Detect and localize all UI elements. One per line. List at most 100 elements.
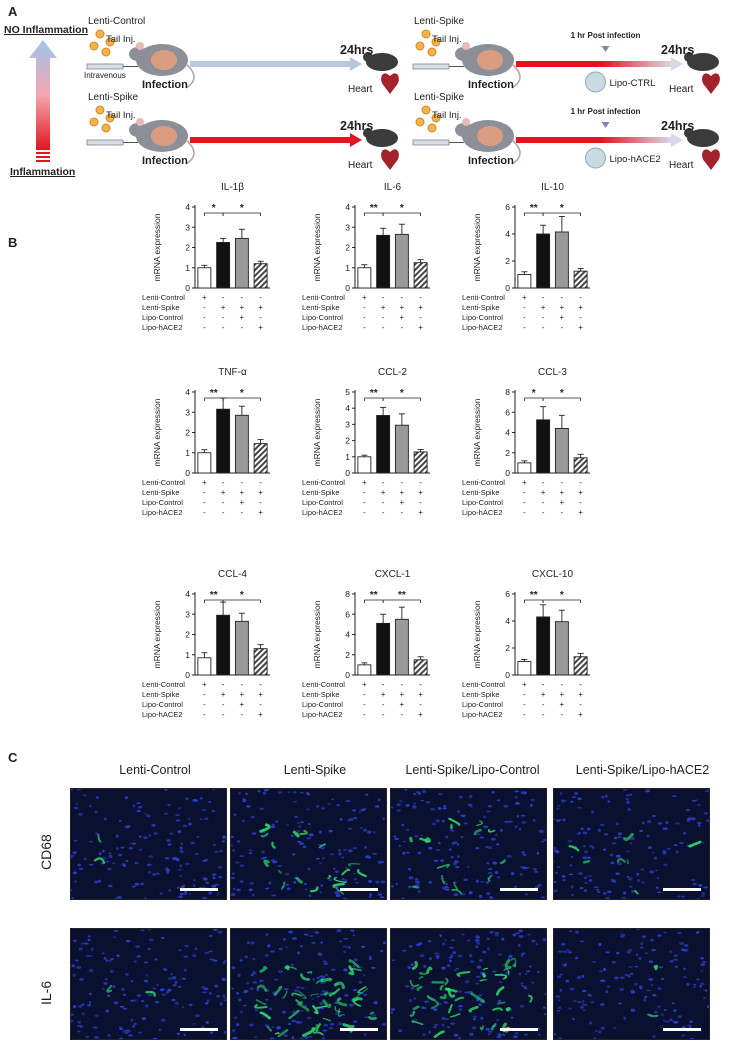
y-tick-label: 2 xyxy=(185,630,190,640)
green-signal xyxy=(312,1005,319,1015)
column-label-spike-lipo-hace2: Lenti-Spike/Lipo-hACE2 xyxy=(575,763,710,777)
nucleus-dot xyxy=(410,963,415,966)
nucleus-dot xyxy=(167,803,171,807)
nucleus-dot xyxy=(657,934,662,937)
bar xyxy=(536,616,551,676)
nucleus-dot xyxy=(373,1001,378,1005)
nucleus-dot xyxy=(494,833,498,836)
y-tick-label: 2 xyxy=(185,243,190,253)
infection-label: Infection xyxy=(142,79,188,91)
green-signal xyxy=(329,987,340,997)
nucleus-dot xyxy=(134,882,140,886)
scale-bar xyxy=(340,1028,378,1031)
nucleus-dot xyxy=(690,878,696,882)
nucleus-dot xyxy=(192,954,197,958)
nucleus-dot xyxy=(630,989,635,993)
y-axis-label: mRNA expression xyxy=(472,213,482,281)
nucleus-dot xyxy=(669,950,672,953)
nucleus-dot xyxy=(294,989,299,992)
condition-mark: - xyxy=(561,323,564,332)
condition-mark: + xyxy=(418,508,423,517)
y-tick-label: 2 xyxy=(505,643,510,653)
nucleus-dot xyxy=(341,878,345,881)
nucleus-dot xyxy=(428,1030,432,1034)
green-signal xyxy=(300,973,310,981)
green-signal xyxy=(479,1025,484,1031)
nucleus-dot xyxy=(527,933,531,936)
nucleus-dot xyxy=(693,986,697,989)
green-signal xyxy=(263,859,270,868)
significance-label: ** xyxy=(398,590,406,601)
nucleus-dot xyxy=(165,990,169,994)
nucleus-dot xyxy=(262,791,267,795)
nucleus-dot xyxy=(514,790,520,793)
nucleus-dot xyxy=(663,863,668,866)
nucleus-dot xyxy=(496,876,501,879)
nucleus-dot xyxy=(455,967,460,970)
nucleus-dot xyxy=(428,939,432,943)
nucleus-dot xyxy=(650,938,654,942)
nucleus-dot xyxy=(417,851,422,855)
green-signal xyxy=(482,973,487,978)
syringe-icon xyxy=(86,63,124,70)
inflammation-label: Inflammation xyxy=(10,166,76,178)
nucleus-dot xyxy=(414,835,419,838)
micrograph-il-6-3 xyxy=(390,928,547,1040)
nucleus-dot xyxy=(334,870,340,873)
nucleus-dot xyxy=(494,934,499,937)
nucleus-dot xyxy=(477,994,483,997)
condition-mark: + xyxy=(400,690,405,699)
nucleus-dot xyxy=(188,822,192,826)
nucleus-dot xyxy=(559,792,563,795)
nucleus-dot xyxy=(611,960,616,964)
bar xyxy=(394,618,409,676)
nucleus-dot xyxy=(518,935,524,938)
nucleus-dot xyxy=(203,987,209,991)
nucleus-dot xyxy=(379,949,384,953)
condition-mark: + xyxy=(522,293,527,302)
condition-row-label: Lipo-hACE2 xyxy=(142,323,182,332)
nucleus-dot xyxy=(177,985,182,988)
y-tick-label: 2 xyxy=(345,243,350,253)
nucleus-dot xyxy=(492,861,498,865)
nucleus-dot xyxy=(235,1023,240,1027)
nucleus-dot xyxy=(237,973,241,977)
condition-mark: - xyxy=(222,478,225,487)
nucleus-dot xyxy=(107,994,111,998)
nucleus-dot xyxy=(102,987,105,990)
nucleus-dot xyxy=(524,893,529,896)
nucleus-dot xyxy=(322,960,327,963)
nucleus-dot xyxy=(72,851,77,854)
significance-label: ** xyxy=(370,590,378,601)
green-signal xyxy=(292,830,300,838)
nucleus-dot xyxy=(268,1007,273,1011)
nucleus-dot xyxy=(408,998,413,1003)
nucleus-dot xyxy=(97,879,102,883)
bar xyxy=(413,659,428,676)
virus-particle-icon xyxy=(431,37,441,47)
condition-mark: + xyxy=(560,498,565,507)
nucleus-dot xyxy=(543,1013,546,1016)
green-signal xyxy=(299,829,308,836)
bar xyxy=(216,241,231,289)
nucleus-dot xyxy=(651,814,656,817)
nucleus-dot xyxy=(103,956,107,960)
nucleus-dot xyxy=(286,824,290,826)
nucleus-dot xyxy=(368,957,372,961)
nucleus-dot xyxy=(353,878,357,881)
nucleus-dot xyxy=(125,973,129,976)
condition-mark: - xyxy=(542,313,545,322)
green-signal xyxy=(341,868,351,876)
condition-row-label: Lipo-hACE2 xyxy=(302,710,342,719)
nucleus-dot xyxy=(88,863,94,866)
green-signal xyxy=(145,990,156,997)
nucleus-dot xyxy=(236,840,241,843)
nucleus-dot xyxy=(239,959,243,962)
nucleus-dot xyxy=(572,1017,575,1021)
nucleus-dot xyxy=(343,968,348,972)
nucleus-dot xyxy=(320,846,325,850)
y-tick-label: 0 xyxy=(345,468,350,478)
nucleus-dot xyxy=(681,1034,686,1037)
nucleus-dot xyxy=(251,832,257,835)
nucleus-dot xyxy=(467,803,473,806)
